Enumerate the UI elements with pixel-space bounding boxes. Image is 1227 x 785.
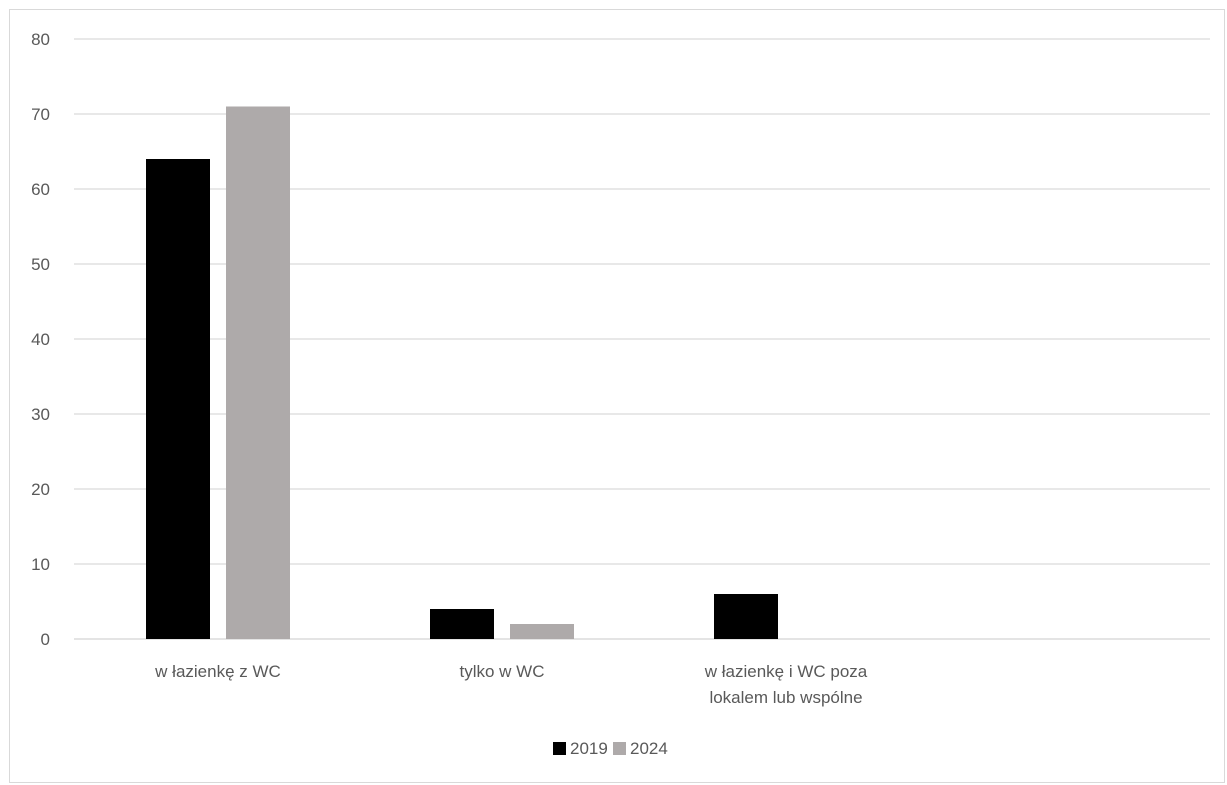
legend-label-2019: 2019 xyxy=(570,739,608,758)
legend-swatch-2019 xyxy=(553,742,566,755)
y-tick-label: 60 xyxy=(31,180,50,199)
x-category-label: w łazienkę z WC xyxy=(154,662,281,681)
legend-label-2024: 2024 xyxy=(630,739,668,758)
y-tick-label: 50 xyxy=(31,255,50,274)
legend: 2019 2024 xyxy=(553,739,668,758)
y-tick-label: 40 xyxy=(31,330,50,349)
y-tick-label: 70 xyxy=(31,105,50,124)
y-tick-label: 0 xyxy=(41,630,50,649)
bar-2019-1 xyxy=(430,609,494,639)
y-tick-label: 10 xyxy=(31,555,50,574)
x-category-label: w łazienkę i WC poza xyxy=(704,662,868,681)
bar-2024-1 xyxy=(510,624,574,639)
y-tick-label: 80 xyxy=(31,30,50,49)
x-category-label: tylko w WC xyxy=(460,662,545,681)
y-axis-tick-labels: 0 10 20 30 40 50 60 70 80 xyxy=(31,30,50,649)
bar-2019-0 xyxy=(146,159,210,639)
x-axis-category-labels: w łazienkę z WC tylko w WC w łazienkę i WC… xyxy=(154,662,868,707)
y-tick-label: 30 xyxy=(31,405,50,424)
legend-swatch-2024 xyxy=(613,742,626,755)
x-category-label: lokalem lub wspólne xyxy=(709,688,862,707)
y-tick-label: 20 xyxy=(31,480,50,499)
chart-frame xyxy=(9,9,1225,783)
bar-2019-2 xyxy=(714,594,778,639)
bar-2024-0 xyxy=(226,106,290,639)
bars xyxy=(146,106,778,639)
